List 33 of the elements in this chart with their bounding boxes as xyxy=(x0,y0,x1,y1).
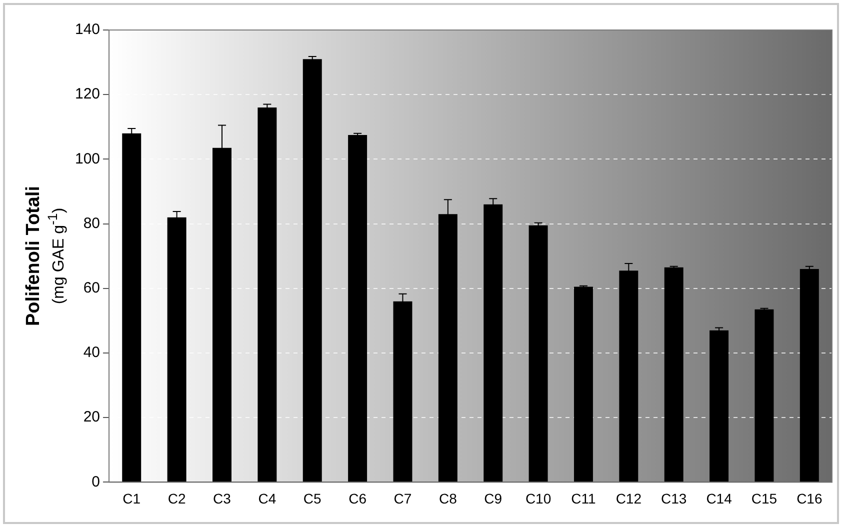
x-tick-label: C2 xyxy=(168,490,186,506)
bar xyxy=(348,134,368,482)
x-tick-label: C16 xyxy=(796,490,822,506)
x-tick-label: C5 xyxy=(303,490,322,506)
y-tick-label: 0 xyxy=(92,473,100,490)
y-tick-label: 120 xyxy=(74,86,100,103)
x-tick-label: C3 xyxy=(213,490,232,506)
bar xyxy=(710,330,729,482)
bar xyxy=(574,286,593,482)
bar xyxy=(754,309,774,482)
x-tick-label: C12 xyxy=(616,490,642,506)
x-tick-label: C14 xyxy=(706,490,732,506)
x-tick-label: C10 xyxy=(525,490,552,506)
y-tick-label: 100 xyxy=(74,150,100,168)
y-tick-label: 40 xyxy=(83,344,100,362)
y-tick-label: 20 xyxy=(83,408,100,426)
bar xyxy=(664,267,684,482)
x-tick-label: C6 xyxy=(348,490,367,506)
x-tick-label: C13 xyxy=(661,490,687,506)
y-tick-label: 60 xyxy=(83,280,100,297)
bar xyxy=(528,225,548,482)
x-tick-label: C4 xyxy=(258,490,276,506)
x-tick-label: C9 xyxy=(484,490,502,506)
x-tick-label: C15 xyxy=(751,490,778,506)
x-tick-label: C7 xyxy=(394,490,412,506)
x-tick-label: C11 xyxy=(571,490,596,506)
x-tick-label: C1 xyxy=(122,490,141,506)
y-tick-label: 140 xyxy=(74,21,100,38)
bar xyxy=(302,59,322,482)
bar xyxy=(800,269,819,482)
y-tick-label: 80 xyxy=(83,214,100,232)
x-tick-label: C8 xyxy=(438,490,458,506)
bar xyxy=(258,108,277,482)
